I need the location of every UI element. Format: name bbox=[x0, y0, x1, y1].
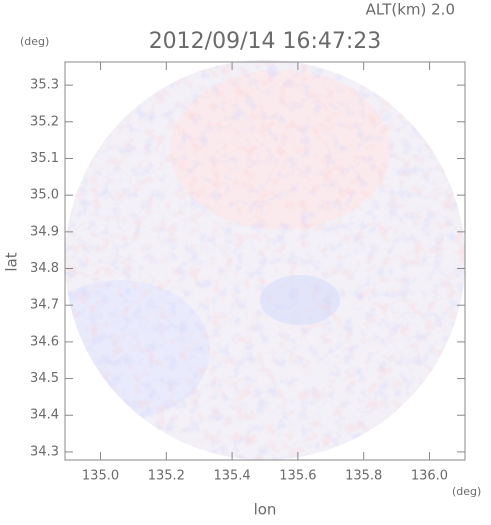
y-tick-label: 34.4 bbox=[30, 408, 59, 423]
plot-frame bbox=[64, 61, 466, 461]
y-axis-label: lat bbox=[3, 252, 21, 271]
y-tick-label: 34.5 bbox=[30, 371, 59, 386]
y-tick-label: 35.0 bbox=[30, 188, 59, 203]
x-axis-label: lon bbox=[254, 501, 277, 519]
y-unit: (deg) bbox=[20, 35, 49, 48]
chart-title: 2012/09/14 16:47:23 bbox=[149, 29, 382, 54]
y-tick-label: 35.1 bbox=[30, 151, 59, 166]
x-tick-label: 135.6 bbox=[279, 469, 316, 484]
x-unit: (deg) bbox=[452, 485, 481, 498]
y-tick-label: 34.3 bbox=[30, 444, 59, 459]
x-tick-label: 135.0 bbox=[82, 469, 119, 484]
radar-field bbox=[65, 60, 465, 460]
y-tick-label: 34.6 bbox=[30, 334, 59, 349]
x-tick-label: 135.4 bbox=[213, 469, 250, 484]
y-tick-label: 35.3 bbox=[30, 78, 59, 93]
y-tick-label: 35.2 bbox=[30, 114, 59, 129]
y-tick-label: 34.7 bbox=[30, 298, 59, 313]
y-tick-label: 34.9 bbox=[30, 224, 59, 239]
x-tick-label: 136.0 bbox=[411, 469, 448, 484]
y-tick-label: 34.8 bbox=[30, 261, 59, 276]
annotation: ALT(km) 2.0 bbox=[366, 1, 455, 19]
x-tick-label: 135.2 bbox=[148, 469, 185, 484]
x-tick-label: 135.8 bbox=[345, 469, 382, 484]
